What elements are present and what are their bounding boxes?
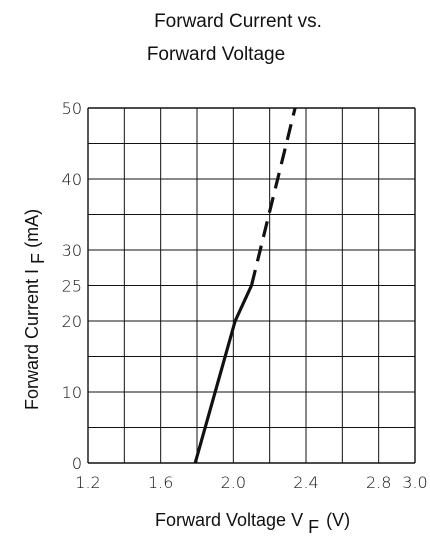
- y-axis-label-suffix: (mA): [22, 209, 42, 248]
- y-tick-label: 25: [62, 277, 82, 296]
- x-tick-label: 2.4: [293, 473, 318, 492]
- y-tick-label: 0: [72, 454, 82, 473]
- chart-title-line-1: Forward Current vs.: [154, 11, 322, 32]
- y-tick-label: 40: [62, 170, 82, 189]
- y-axis-label: Forward Current I F (mA): [22, 209, 48, 410]
- x-axis-label-subscript: F: [308, 517, 319, 537]
- y-tick-label: 20: [62, 312, 82, 331]
- y-tick-label: 10: [62, 383, 82, 402]
- x-axis-label: Forward Voltage V F (V): [155, 510, 350, 537]
- y-axis-label-subscript: F: [28, 253, 48, 264]
- tick-labels: 1.2 1.6 2.0 2.4 2.8 3.0 0 10 20 25 30 40 50: [62, 99, 428, 492]
- x-tick-label: 2.8: [366, 473, 391, 492]
- iv-curve-solid: [193, 284, 253, 464]
- series-group: [193, 107, 297, 464]
- x-tick-label: 1.2: [75, 473, 100, 492]
- chart-title-line-2: Forward Voltage: [147, 44, 285, 65]
- x-tick-label: 1.6: [148, 473, 173, 492]
- x-tick-label: 2.0: [221, 473, 246, 492]
- grid: [87, 107, 416, 464]
- y-tick-label: 30: [62, 241, 82, 260]
- x-axis-label-prefix: Forward Voltage V: [155, 510, 303, 530]
- y-axis-label-prefix: Forward Current I: [22, 269, 42, 410]
- x-tick-label: 3.0: [402, 473, 427, 492]
- x-axis-label-suffix: (V): [326, 510, 350, 530]
- y-tick-label: 50: [62, 99, 82, 118]
- iv-curve-dashed: [249, 107, 297, 286]
